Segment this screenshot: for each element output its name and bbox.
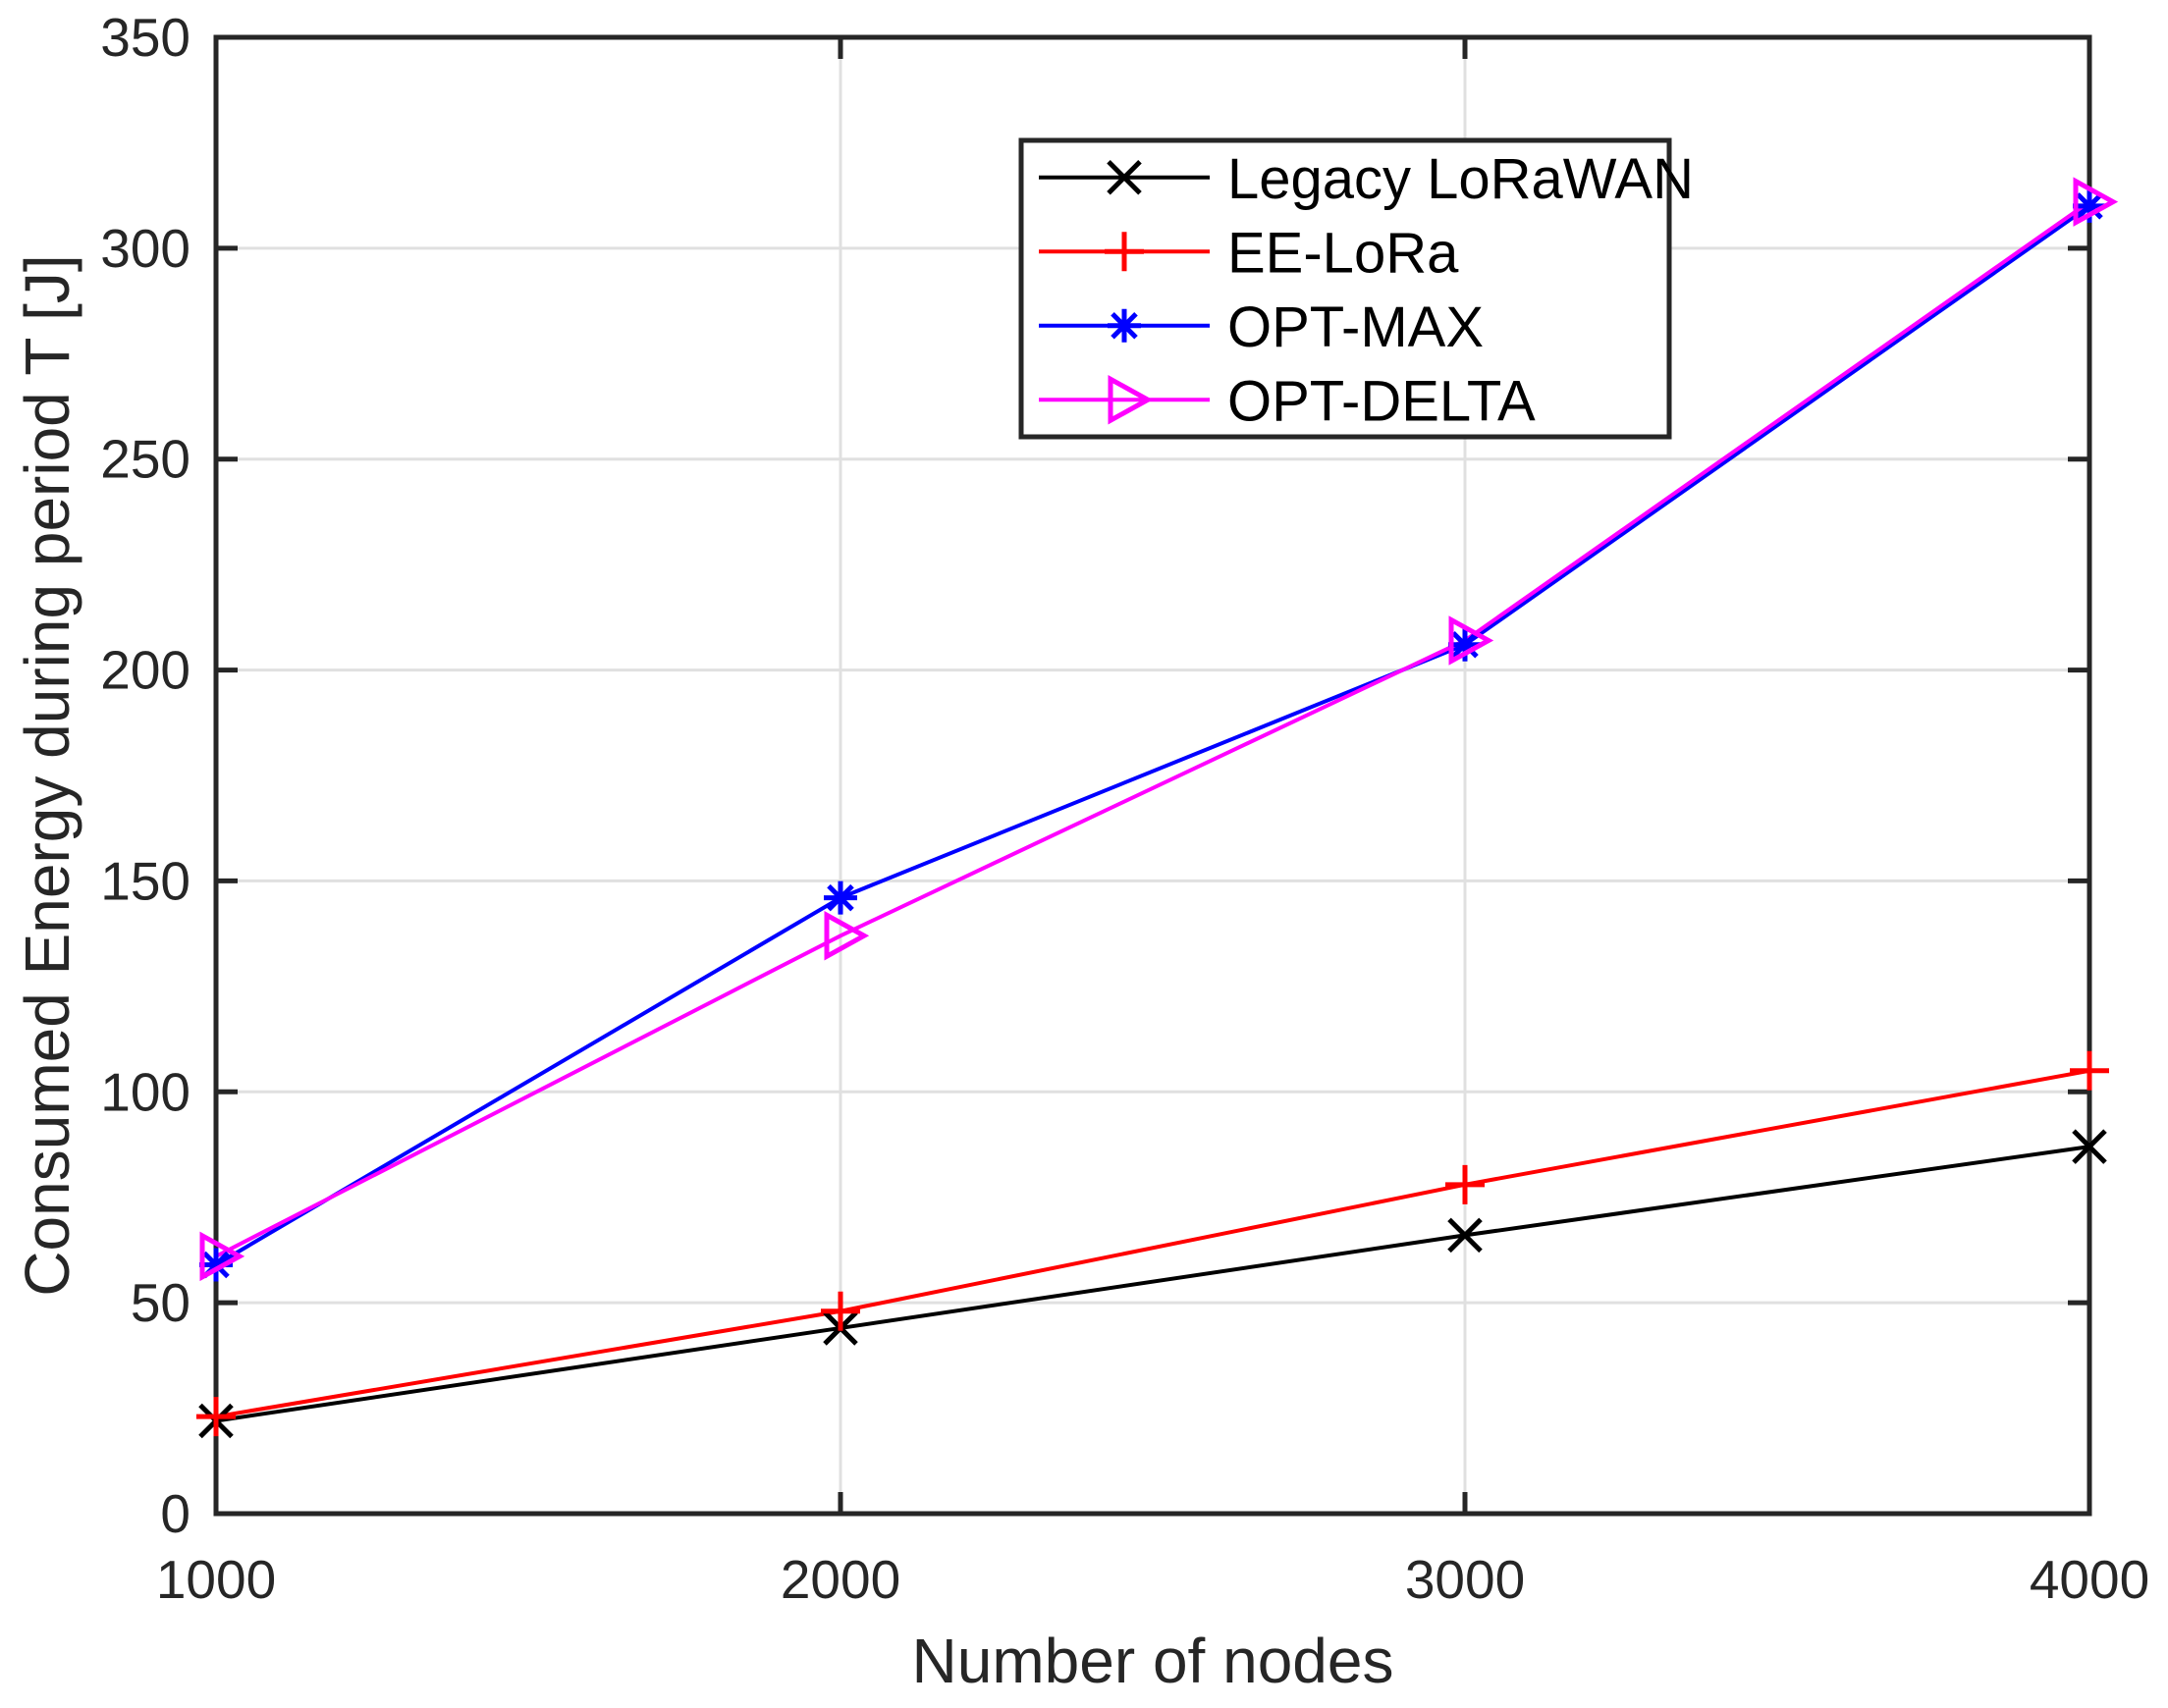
x-tick-label: 3000: [1405, 1549, 1525, 1610]
y-tick-label: 200: [100, 640, 190, 701]
axis-box: [213, 34, 2092, 1517]
legend-label-opt-delta: OPT-DELTA: [1227, 369, 1536, 433]
y-tick-label: 350: [100, 7, 190, 68]
series-line-ee-lora: [215, 1068, 2090, 1419]
data-point-marker-x: [2072, 1129, 2107, 1164]
y-tick-label: 50: [131, 1272, 190, 1333]
y-tick-label: 300: [100, 218, 190, 279]
x-tick-label: 2000: [781, 1549, 900, 1610]
x-tick-label: 4000: [2030, 1549, 2149, 1610]
data-point-marker-plus: [2070, 1050, 2109, 1091]
y-tick-label: 100: [100, 1061, 190, 1122]
series-line-opt-delta: [215, 199, 2091, 1258]
data-point-marker-plus: [196, 1397, 236, 1437]
data-point-marker-plus: [1105, 232, 1144, 272]
x-tick-label: 1000: [156, 1549, 276, 1610]
y-axis-label: Consumed Energy during period T [J]: [12, 254, 82, 1296]
data-point-marker-x: [1107, 159, 1142, 195]
data-point-marker-triangle-right: [199, 1231, 245, 1282]
legend-label-opt-max: OPT-MAX: [1227, 295, 1484, 359]
data-point-marker-triangle-right: [2073, 177, 2119, 227]
data-point-marker-asterisk: [824, 881, 857, 915]
legend-label-legacy-lorawan: Legacy LoRaWAN: [1227, 147, 1694, 211]
data-point-marker-plus: [821, 1291, 860, 1331]
y-tick-label: 150: [100, 850, 190, 911]
data-point-marker-plus: [1445, 1164, 1485, 1204]
data-point-marker-asterisk: [2073, 188, 2106, 223]
legend-label-ee-lora: EE-LoRa: [1227, 221, 1459, 285]
data-point-marker-x: [1447, 1217, 1483, 1254]
data-point-marker-triangle-right: [824, 911, 870, 961]
data-point-marker-triangle-right: [1448, 615, 1494, 666]
data-point-marker-triangle-right: [1108, 375, 1154, 425]
series-line-legacy-lorawan: [215, 1145, 2090, 1423]
data-point-marker-asterisk: [1108, 308, 1141, 343]
data-point-marker-asterisk: [1448, 627, 1482, 662]
series-line-opt-max: [214, 204, 2091, 1267]
data-point-marker-asterisk: [199, 1248, 233, 1282]
y-tick-label: 250: [100, 429, 190, 490]
y-tick-label: 0: [160, 1483, 190, 1544]
x-axis-label: Number of nodes: [912, 1626, 1394, 1696]
